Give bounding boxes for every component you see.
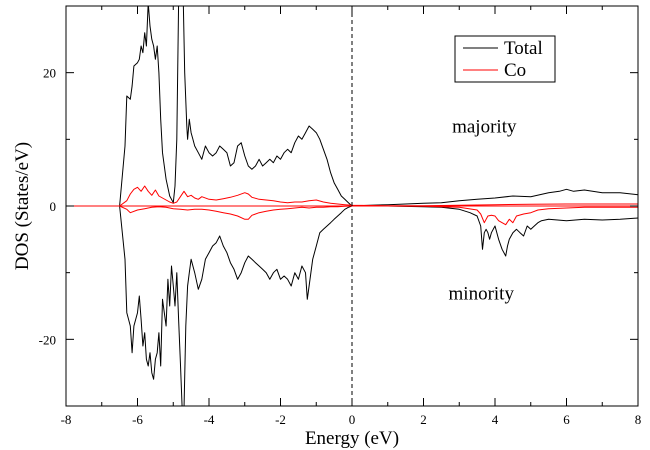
y-tick-label: 20 <box>43 66 56 81</box>
x-tick-label: 4 <box>492 412 499 427</box>
x-axis-title: Energy (eV) <box>305 428 399 449</box>
x-tick-label: -4 <box>204 412 215 427</box>
x-tick-label: 0 <box>349 412 356 427</box>
x-tick-label: -2 <box>275 412 286 427</box>
x-tick-label: 8 <box>635 412 642 427</box>
y-tick-label: 0 <box>50 199 57 214</box>
legend-label-co: Co <box>504 60 526 81</box>
x-tick-label: -6 <box>132 412 143 427</box>
legend-label-total: Total <box>504 38 543 59</box>
total-minority-curve <box>66 205 638 406</box>
minority-label: minority <box>449 283 515 304</box>
series-layer <box>66 6 638 406</box>
x-tick-label: -8 <box>61 412 72 427</box>
legend: Total Co <box>454 35 556 83</box>
x-tick-label: 2 <box>420 412 427 427</box>
y-axis-title: DOS (States/eV) <box>12 142 33 270</box>
co-majority-curve <box>66 185 638 207</box>
total-majority-curve <box>66 6 638 207</box>
co-minority-curve <box>66 205 638 226</box>
x-tick-label: 6 <box>563 412 570 427</box>
y-tick-label: -20 <box>39 332 56 347</box>
legend-box <box>454 35 556 83</box>
majority-label: majority <box>452 117 517 138</box>
